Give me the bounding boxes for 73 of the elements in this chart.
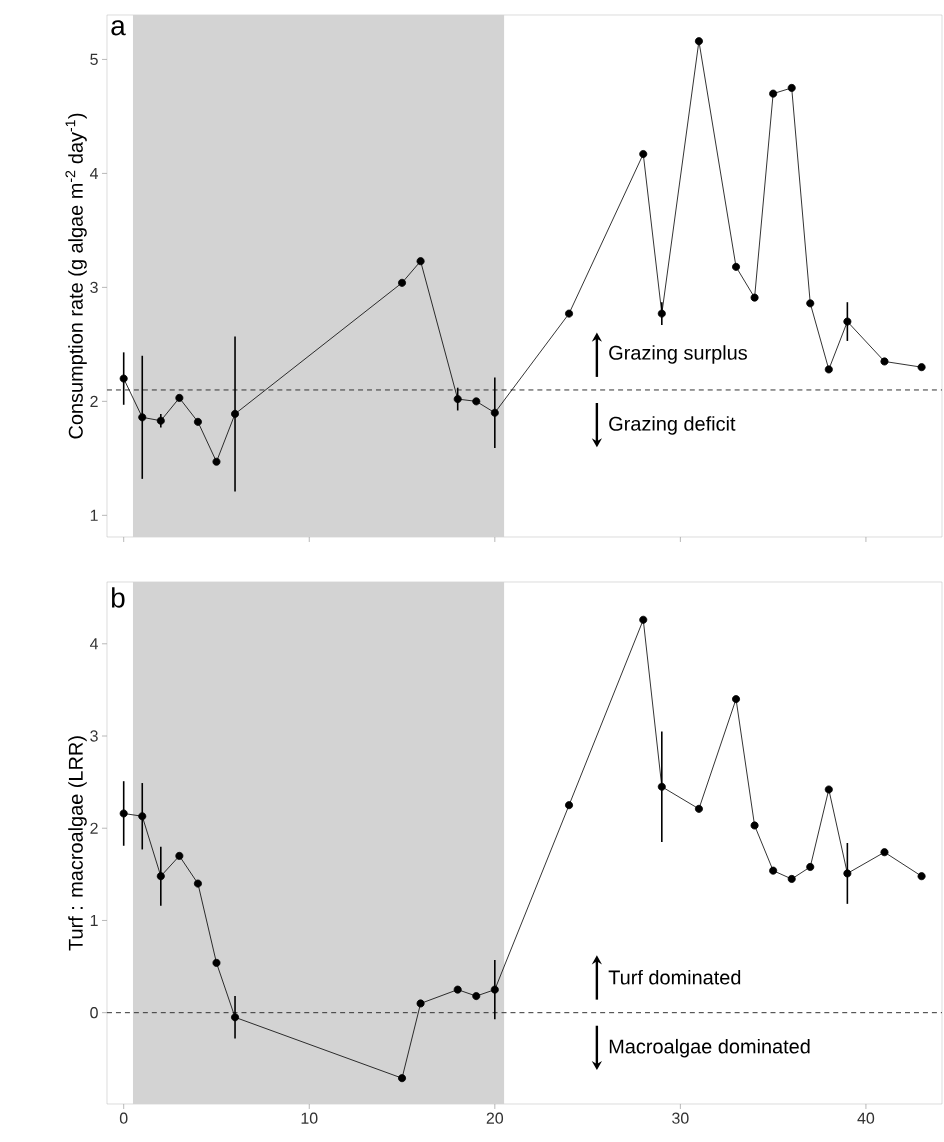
point — [750, 293, 759, 302]
y-tick-label: 4 — [89, 167, 99, 179]
point — [472, 992, 481, 1001]
y-tick-label: 2 — [90, 395, 98, 407]
y-tick-label: 3 — [90, 730, 98, 742]
y-axis-title: Turf : macroalgae (LRR) — [68, 736, 87, 951]
point — [694, 804, 703, 813]
point — [917, 363, 926, 372]
point — [193, 417, 202, 426]
y-tick-label: 4 — [89, 638, 99, 650]
point — [880, 848, 889, 857]
y-tick-label: 0 — [90, 1007, 98, 1019]
annotation: Turf dominated — [608, 969, 741, 985]
point — [119, 374, 128, 383]
point — [843, 317, 852, 326]
point — [231, 409, 240, 418]
point — [806, 862, 815, 871]
point — [824, 365, 833, 374]
point — [416, 999, 425, 1008]
x-tick-label: 20 — [486, 1112, 504, 1124]
y-axis-title: Consumption rate (g algae m$^{-2}$ day$^{-1}$) — [65, 113, 87, 439]
point — [787, 83, 796, 92]
point — [694, 37, 703, 46]
point — [156, 872, 165, 881]
point — [175, 851, 184, 860]
point — [490, 985, 499, 994]
point — [453, 395, 462, 404]
point — [732, 695, 741, 704]
y-tick-label: 1 — [90, 914, 98, 926]
point — [806, 299, 815, 308]
point — [212, 958, 221, 967]
point — [732, 262, 741, 271]
x-tick-label: 0 — [119, 1112, 128, 1124]
point — [824, 785, 833, 794]
point — [769, 866, 778, 875]
x-tick-label: 10 — [301, 1112, 318, 1124]
point — [453, 985, 462, 994]
point — [750, 821, 759, 830]
point — [657, 309, 666, 318]
point — [917, 872, 926, 881]
point — [565, 309, 574, 318]
annotation: a — [111, 20, 126, 36]
point — [138, 413, 147, 422]
y-tick-label: 5 — [90, 53, 98, 65]
y-tick-label: 2 — [90, 822, 98, 834]
annotation: b — [112, 587, 125, 608]
point — [880, 357, 889, 366]
y-tick-label: 3 — [90, 281, 98, 294]
annotation: Macroalgae dominated — [609, 1038, 810, 1058]
annotation: Grazing deficit — [609, 416, 736, 435]
point — [138, 812, 147, 821]
x-tick-label: 40 — [857, 1112, 875, 1124]
point — [472, 397, 481, 406]
point — [490, 408, 499, 417]
point — [175, 393, 184, 402]
point — [193, 879, 202, 888]
y-tick-label: 1 — [90, 509, 98, 521]
point — [787, 874, 796, 883]
point — [843, 869, 852, 878]
point — [639, 150, 648, 159]
x-tick-label: 30 — [672, 1112, 689, 1124]
point — [231, 1013, 240, 1022]
point — [416, 257, 425, 266]
point — [119, 809, 128, 818]
point — [657, 782, 666, 791]
point — [565, 801, 574, 810]
point — [769, 89, 778, 98]
point — [212, 457, 221, 466]
annotation: Grazing surplus — [609, 345, 747, 364]
point — [398, 1074, 407, 1083]
point — [156, 416, 165, 425]
point — [639, 615, 648, 624]
point — [398, 278, 407, 287]
